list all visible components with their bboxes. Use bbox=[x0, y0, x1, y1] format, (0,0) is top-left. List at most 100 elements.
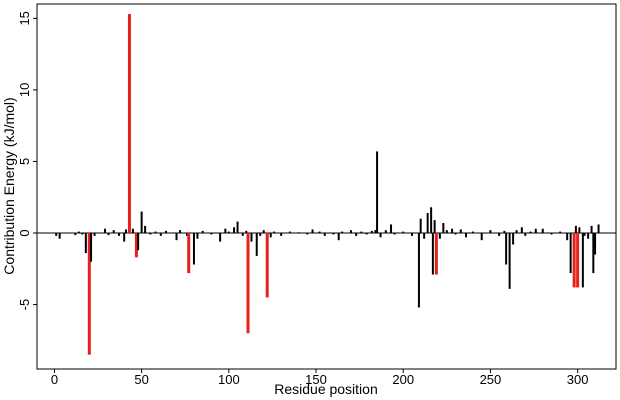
residue-bar bbox=[520, 227, 523, 234]
residue-bar bbox=[465, 233, 468, 238]
residue-bar bbox=[355, 233, 358, 236]
residue-bar bbox=[529, 231, 532, 234]
highlighted-residue-bar bbox=[434, 233, 438, 275]
x-tick-label: 250 bbox=[480, 372, 502, 387]
residue-bar bbox=[370, 230, 373, 234]
y-axis-title: Contribution Energy (kJ/mol) bbox=[1, 97, 17, 274]
residue-bar bbox=[241, 233, 244, 236]
residue-bar bbox=[379, 233, 382, 238]
residue-bar bbox=[201, 230, 204, 234]
residue-bar bbox=[581, 233, 584, 288]
residue-bar bbox=[280, 233, 283, 236]
plot-frame bbox=[36, 3, 617, 370]
residue-bar bbox=[250, 233, 253, 242]
residue-bar bbox=[58, 233, 61, 239]
highlighted-residue-bar bbox=[87, 233, 91, 355]
y-tick-label: 15 bbox=[17, 11, 32, 25]
residue-bar bbox=[541, 228, 544, 234]
residue-bar bbox=[112, 230, 115, 234]
bar-group bbox=[55, 14, 600, 355]
highlighted-residue-bar bbox=[246, 233, 250, 334]
residue-bar bbox=[442, 223, 445, 234]
residue-bar bbox=[445, 230, 448, 234]
residue-bar bbox=[594, 233, 597, 255]
residue-bar bbox=[534, 228, 537, 234]
y-tick-label: 10 bbox=[17, 83, 32, 97]
residue-bar bbox=[459, 229, 462, 234]
residue-bar bbox=[569, 233, 572, 274]
residue-bar bbox=[318, 231, 321, 234]
residue-bar bbox=[489, 230, 492, 234]
residue-bar bbox=[255, 233, 258, 256]
residue-bar bbox=[236, 221, 239, 234]
residue-bar bbox=[337, 233, 340, 241]
y-axis: -5 0 5 10 15 bbox=[17, 11, 37, 310]
residue-bar bbox=[81, 233, 84, 235]
residue-bar bbox=[550, 233, 553, 235]
residue-bar bbox=[90, 233, 93, 262]
residue-bar bbox=[154, 231, 157, 234]
residue-bar bbox=[423, 233, 426, 239]
residue-bar bbox=[360, 231, 363, 234]
residue-bar bbox=[159, 233, 162, 236]
residue-bar bbox=[574, 225, 577, 234]
residue-bar bbox=[55, 233, 58, 236]
highlighted-residue-bar bbox=[134, 233, 138, 258]
residue-bar bbox=[587, 233, 590, 239]
residue-bar bbox=[402, 231, 405, 234]
residue-bar bbox=[219, 233, 222, 242]
x-tick-label: 150 bbox=[305, 372, 327, 387]
residue-bar bbox=[498, 233, 501, 236]
x-tick-label: 0 bbox=[51, 372, 58, 387]
residue-bar bbox=[210, 233, 213, 235]
x-tick-label: 50 bbox=[134, 372, 148, 387]
residue-bar bbox=[384, 230, 387, 234]
residue-bar bbox=[131, 228, 134, 234]
residue-bar bbox=[306, 233, 309, 235]
residue-bar bbox=[341, 231, 344, 234]
residue-bar bbox=[431, 233, 434, 275]
residue-bar bbox=[515, 230, 518, 234]
residue-bar bbox=[245, 230, 248, 234]
x-tick-label: 200 bbox=[392, 372, 414, 387]
residue-bar bbox=[288, 231, 291, 234]
residue-bar bbox=[273, 231, 276, 234]
residue-bar bbox=[592, 233, 595, 274]
x-axis: 0 50 100 150 200 250 300 bbox=[51, 369, 588, 387]
highlighted-residue-bar bbox=[127, 14, 131, 234]
residue-bar bbox=[297, 232, 300, 234]
residue-bar bbox=[590, 225, 593, 234]
highlighted-residue-bar bbox=[576, 233, 580, 288]
y-tick-label: -5 bbox=[17, 299, 32, 311]
highlighted-residue-bar bbox=[265, 233, 269, 298]
residue-bar bbox=[508, 233, 511, 289]
highlighted-residue-bar bbox=[572, 233, 576, 288]
residue-bar bbox=[524, 233, 527, 236]
residue-bar bbox=[269, 233, 272, 238]
highlighted-residue-bar bbox=[187, 233, 191, 274]
residue-bar bbox=[597, 224, 600, 234]
residue-bar bbox=[227, 231, 230, 234]
residue-bar bbox=[426, 212, 429, 234]
residue-bar bbox=[124, 229, 127, 234]
residue-bar bbox=[566, 233, 569, 241]
residue-bar bbox=[393, 233, 396, 235]
residue-bar bbox=[137, 233, 140, 251]
y-tick-label: 5 bbox=[17, 158, 32, 165]
residue-bar bbox=[74, 233, 77, 236]
residue-bar bbox=[471, 231, 474, 234]
residue-bar bbox=[390, 224, 393, 234]
residue-bar bbox=[433, 220, 436, 234]
residue-bar bbox=[480, 233, 483, 241]
residue-bar bbox=[454, 233, 457, 235]
residue-bar bbox=[578, 227, 581, 234]
residue-bar bbox=[410, 233, 413, 236]
residue-bar bbox=[430, 207, 433, 234]
residue-bar bbox=[165, 230, 168, 234]
residue-bar bbox=[323, 233, 326, 236]
residue-bar bbox=[224, 228, 227, 234]
residue-bar bbox=[376, 151, 379, 234]
residue-bar bbox=[77, 231, 80, 234]
x-tick-label: 100 bbox=[218, 372, 240, 387]
residue-bar bbox=[196, 233, 199, 239]
